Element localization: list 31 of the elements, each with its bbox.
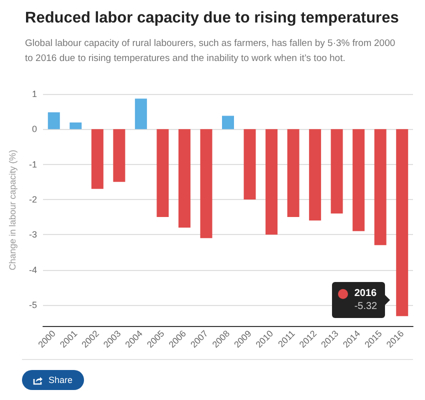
bar [178,129,190,228]
bar [48,112,60,130]
bar [91,129,104,189]
bar [134,98,147,130]
y-tick-label: -5 [28,300,37,310]
share-button: Share [22,370,84,390]
chart-subtitle: Global labour capacity of rural labourers, such as farmers, has fallen by 5·3% from 2000 to 2016 due to rising temperatures and the inability to work when it’s too hot. [25,38,398,64]
y-tick-label: 0 [32,124,37,134]
bar [374,129,386,246]
bar [70,122,82,130]
y-tick-label: -2 [28,194,37,204]
annotation: 2016 [354,287,378,300]
chart-title: Reduced labor capacity due to rising temperatures [25,10,399,26]
bar [352,129,365,232]
tooltip: 2016 -5.32 [332,282,390,318]
annotation: -5.32 [354,300,378,314]
bar [200,129,212,238]
bar [396,129,408,316]
bar [330,129,343,214]
bar [156,129,169,218]
bar [266,129,278,235]
bar [113,129,126,182]
y-axis-title: Change in labour capacity (%) [8,150,18,270]
bar [287,129,300,218]
bar [309,129,322,221]
bar [222,116,234,130]
y-tick-label: -1 [28,159,37,170]
y-tick-label: -4 [28,264,37,275]
y-tick-label: 1 [32,89,37,99]
bar [244,129,256,200]
y-tick-label: -3 [28,230,37,240]
